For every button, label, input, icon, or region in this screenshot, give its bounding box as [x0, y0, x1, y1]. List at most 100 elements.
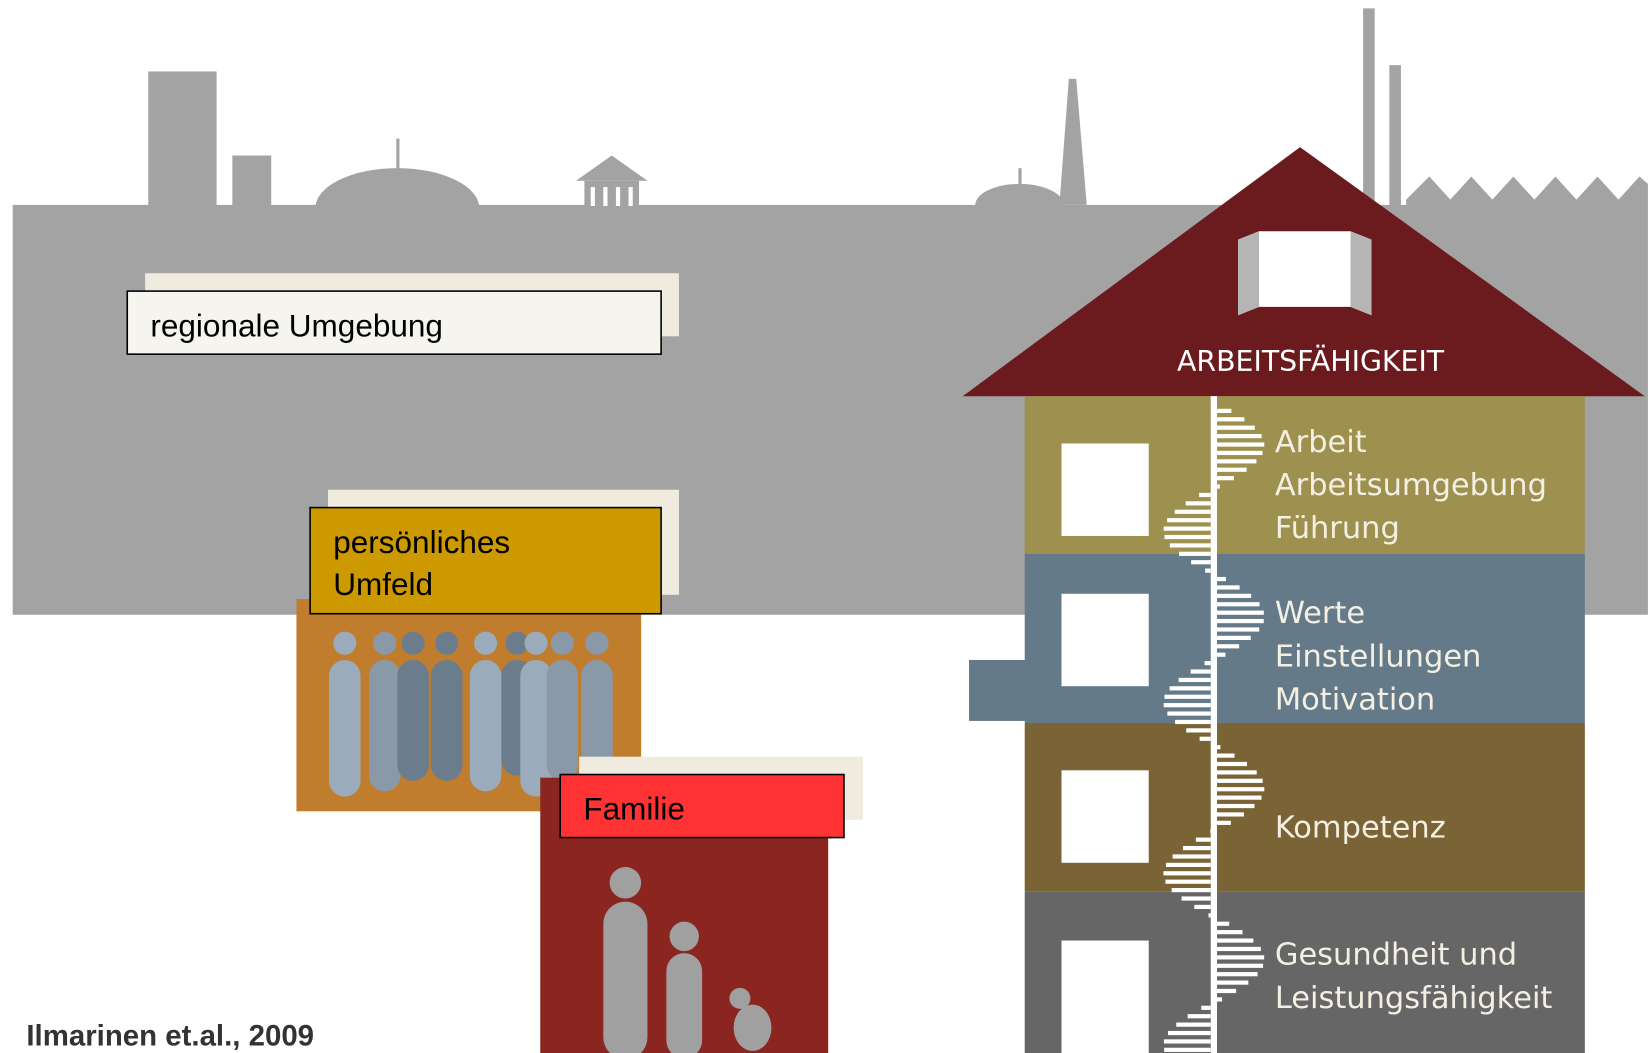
- person-body: [397, 660, 429, 781]
- family-label: Familie: [583, 791, 685, 827]
- stripe: [1217, 779, 1263, 783]
- stripe: [1166, 863, 1211, 867]
- person-body: [547, 660, 579, 781]
- stripe: [1217, 417, 1244, 421]
- roof-label: ARBEITSFÄHIGKEIT: [1177, 345, 1445, 378]
- stripe: [1183, 846, 1211, 850]
- stripe: [1179, 678, 1211, 682]
- stripe: [1208, 913, 1210, 917]
- stripe: [1164, 527, 1211, 531]
- stripe: [1217, 762, 1247, 766]
- floor-label: Arbeit: [1275, 425, 1367, 460]
- stripe: [1217, 947, 1261, 951]
- stripe: [1217, 476, 1234, 480]
- stripe: [1217, 787, 1264, 791]
- stripe: [1176, 1023, 1211, 1027]
- floor-label: Kompetenz: [1275, 811, 1446, 846]
- stripe: [1201, 1006, 1210, 1010]
- floor-label: Leistungsfähigkeit: [1275, 981, 1553, 1016]
- stripe: [1217, 636, 1251, 640]
- stripe: [1217, 770, 1257, 774]
- person-body: [369, 660, 401, 791]
- stripe: [1175, 510, 1211, 514]
- axis-line: [1211, 396, 1217, 1053]
- stripe: [1217, 442, 1264, 446]
- stripe: [1167, 518, 1211, 522]
- person-head: [474, 632, 497, 655]
- person-head: [402, 632, 425, 655]
- stripe: [1217, 602, 1259, 606]
- stripe: [1217, 930, 1242, 934]
- roof-window-shutter: [1351, 231, 1372, 315]
- stripe: [1217, 468, 1247, 472]
- person-head: [551, 632, 574, 655]
- floor-label: Arbeitsumgebung: [1275, 468, 1547, 503]
- person-head: [333, 632, 356, 655]
- stripe: [1167, 711, 1210, 715]
- stripe: [1164, 1039, 1211, 1043]
- stripe: [1164, 703, 1211, 707]
- stripe: [1200, 737, 1211, 741]
- page: {"regional": {"label": "regionale Umgebu…: [0, 0, 1648, 1053]
- person-head: [373, 632, 396, 655]
- floor-label: Gesundheit und: [1275, 938, 1517, 973]
- stripe: [1199, 493, 1211, 497]
- stripe: [1217, 812, 1244, 816]
- stripe: [1217, 938, 1253, 942]
- stripe: [1175, 720, 1211, 724]
- stripe: [1217, 484, 1220, 488]
- stripe: [1217, 434, 1262, 438]
- stripe: [1188, 1014, 1211, 1018]
- stripe: [1217, 611, 1264, 615]
- regional-label: regionale Umgebung: [150, 307, 443, 343]
- stripe: [1210, 829, 1211, 833]
- floor-label: Führung: [1275, 511, 1400, 546]
- balcony: [969, 660, 1032, 721]
- stripe: [1191, 669, 1211, 673]
- stripe: [1182, 896, 1211, 900]
- personal-label: persönliches: [333, 524, 510, 560]
- stripe: [1217, 955, 1264, 959]
- stripe: [1217, 451, 1262, 455]
- person-body: [329, 660, 361, 797]
- stripe: [1196, 838, 1211, 842]
- stripe: [1172, 888, 1211, 892]
- stripe: [1217, 577, 1226, 581]
- stripe: [1194, 905, 1210, 909]
- stripe: [1205, 569, 1211, 573]
- person-head: [585, 632, 608, 655]
- person-body: [431, 660, 463, 781]
- stripe: [1170, 686, 1211, 690]
- person-body: [470, 660, 502, 791]
- stripe: [1217, 972, 1258, 976]
- stripe: [1217, 796, 1261, 800]
- stripe: [1217, 409, 1231, 413]
- stripe: [1217, 997, 1222, 1001]
- stripe: [1164, 1048, 1211, 1052]
- stripe: [1217, 653, 1225, 657]
- stripe: [1186, 501, 1211, 505]
- stripe: [1170, 543, 1211, 547]
- person-head: [524, 632, 547, 655]
- stripe: [1205, 661, 1211, 665]
- stripe: [1165, 535, 1211, 539]
- stripe: [1217, 644, 1239, 648]
- stripe: [1173, 854, 1211, 858]
- citation: Ilmarinen et.al., 2009: [26, 1020, 314, 1053]
- stripe: [1217, 964, 1263, 968]
- stripe: [1217, 922, 1229, 926]
- stripe: [1217, 980, 1248, 984]
- stripe: [1186, 728, 1211, 732]
- floor-label: Motivation: [1275, 682, 1435, 717]
- stripe: [1179, 552, 1211, 556]
- stripe: [1217, 989, 1236, 993]
- floor-label: Werte: [1275, 596, 1365, 631]
- stripe: [1217, 821, 1231, 825]
- stripe: [1168, 1031, 1211, 1035]
- stripe: [1217, 585, 1240, 589]
- stripe: [1217, 619, 1264, 623]
- stripe: [1191, 560, 1211, 564]
- personal-label: Umfeld: [333, 566, 433, 602]
- stripe: [1164, 695, 1210, 699]
- stripe: [1217, 627, 1259, 631]
